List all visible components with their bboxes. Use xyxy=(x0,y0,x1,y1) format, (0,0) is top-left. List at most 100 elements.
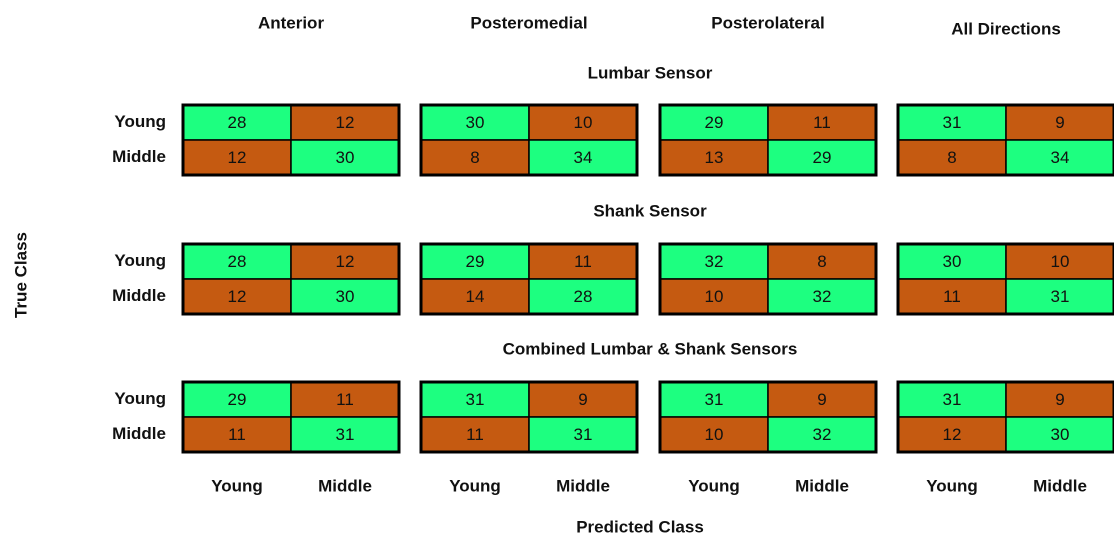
cell-value: 10 xyxy=(705,287,724,306)
cell-value: 13 xyxy=(705,148,724,167)
cell-value: 11 xyxy=(466,425,484,444)
predicted-class-label: Middle xyxy=(318,476,372,495)
matrix-cell xyxy=(767,381,877,418)
matrix-border xyxy=(181,103,401,177)
matrix-cell xyxy=(182,278,292,315)
matrix-border xyxy=(896,242,1114,316)
cell-value: 32 xyxy=(705,252,724,271)
predicted-class-label: Young xyxy=(926,476,978,495)
cell-value: 12 xyxy=(943,425,962,444)
cell-value: 30 xyxy=(943,252,962,271)
cell-value: 32 xyxy=(813,287,832,306)
cell-value: 29 xyxy=(705,113,724,132)
predicted-class-label: Middle xyxy=(795,476,849,495)
cell-value: 9 xyxy=(1055,113,1064,132)
predicted-class-label: Young xyxy=(211,476,263,495)
matrix-cell xyxy=(1005,381,1114,418)
cell-value: 31 xyxy=(943,390,962,409)
section-title: Lumbar Sensor xyxy=(588,63,713,82)
cell-value: 31 xyxy=(943,113,962,132)
x-axis-label: Predicted Class xyxy=(576,517,704,536)
direction-header: Posteromedial xyxy=(470,13,587,32)
matrix-cell xyxy=(290,278,400,315)
matrix-cell xyxy=(767,278,877,315)
cell-value: 11 xyxy=(943,287,961,306)
cell-value: 34 xyxy=(574,148,593,167)
cell-value: 12 xyxy=(228,287,247,306)
cell-value: 31 xyxy=(336,425,355,444)
cell-value: 30 xyxy=(336,287,355,306)
cell-value: 9 xyxy=(578,390,587,409)
cell-value: 31 xyxy=(574,425,593,444)
true-class-label: Middle xyxy=(112,147,166,166)
matrix-cell xyxy=(290,104,400,141)
matrix-cell xyxy=(290,381,400,418)
cell-value: 11 xyxy=(228,425,246,444)
cell-value: 9 xyxy=(1055,390,1064,409)
cell-value: 11 xyxy=(574,252,592,271)
cell-value: 10 xyxy=(574,113,593,132)
cell-value: 30 xyxy=(1051,425,1070,444)
cell-value: 31 xyxy=(466,390,485,409)
matrix-cell xyxy=(659,381,769,418)
cell-value: 31 xyxy=(705,390,724,409)
matrix-border xyxy=(419,380,639,454)
matrix-cell xyxy=(767,139,877,176)
true-class-label: Young xyxy=(114,251,166,270)
matrix-cell xyxy=(897,381,1007,418)
direction-header: Posterolateral xyxy=(711,13,824,32)
cell-value: 14 xyxy=(466,287,485,306)
predicted-class-label: Middle xyxy=(1033,476,1087,495)
section-title: Combined Lumbar & Shank Sensors xyxy=(503,339,798,358)
cell-value: 28 xyxy=(228,252,247,271)
cell-value: 32 xyxy=(813,425,832,444)
cell-value: 29 xyxy=(228,390,247,409)
cell-value: 30 xyxy=(336,148,355,167)
matrix-border xyxy=(181,380,401,454)
section-title: Shank Sensor xyxy=(593,201,707,220)
cell-value: 12 xyxy=(336,252,355,271)
true-class-label: Young xyxy=(114,112,166,131)
matrix-cell xyxy=(290,243,400,280)
cell-value: 34 xyxy=(1051,148,1070,167)
direction-header: Anterior xyxy=(258,13,325,32)
cell-value: 8 xyxy=(947,148,956,167)
cell-value: 30 xyxy=(466,113,485,132)
predicted-class-label: Young xyxy=(688,476,740,495)
true-class-label: Young xyxy=(114,389,166,408)
true-class-label: Middle xyxy=(112,424,166,443)
matrix-border xyxy=(896,380,1114,454)
cell-value: 8 xyxy=(817,252,826,271)
direction-header: All Directions xyxy=(951,19,1061,38)
cell-value: 10 xyxy=(705,425,724,444)
cell-value: 29 xyxy=(813,148,832,167)
predicted-class-label: Middle xyxy=(556,476,610,495)
cell-value: 29 xyxy=(466,252,485,271)
matrix-cell xyxy=(767,416,877,453)
matrix-border xyxy=(419,242,639,316)
matrix-cell xyxy=(528,104,638,141)
predicted-class-label: Young xyxy=(449,476,501,495)
cell-value: 11 xyxy=(336,390,354,409)
matrix-border xyxy=(896,103,1114,177)
cell-value: 9 xyxy=(817,390,826,409)
true-class-label: Middle xyxy=(112,286,166,305)
cell-value: 28 xyxy=(574,287,593,306)
matrix-border xyxy=(419,103,639,177)
matrix-cell xyxy=(528,139,638,176)
matrix-border xyxy=(658,380,878,454)
cell-value: 10 xyxy=(1051,252,1070,271)
cell-value: 8 xyxy=(470,148,479,167)
matrix-border xyxy=(658,242,878,316)
cell-value: 31 xyxy=(1051,287,1070,306)
cell-value: 28 xyxy=(228,113,247,132)
matrix-cell xyxy=(182,416,292,453)
cell-value: 12 xyxy=(336,113,355,132)
matrix-border xyxy=(658,103,878,177)
matrix-border xyxy=(181,242,401,316)
matrix-cell xyxy=(897,139,1007,176)
cell-value: 12 xyxy=(228,148,247,167)
cell-value: 11 xyxy=(813,113,831,132)
y-axis-label: True Class xyxy=(11,232,30,318)
